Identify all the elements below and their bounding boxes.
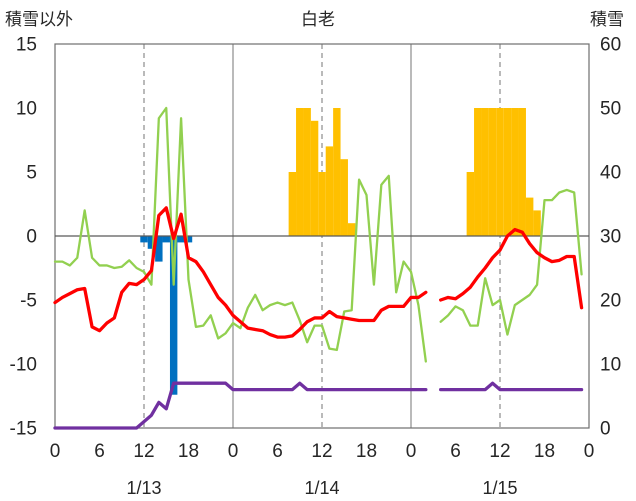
x-tick-label: 0 bbox=[50, 441, 61, 462]
red-series-line bbox=[53, 206, 584, 339]
date-label: 1/13 bbox=[126, 478, 161, 498]
x-tick-label: 0 bbox=[584, 441, 595, 462]
bar-s1-d1-h14 bbox=[333, 108, 341, 236]
left-axis-title: 積雪以外 bbox=[5, 10, 73, 29]
lines-layer bbox=[53, 106, 584, 430]
x-tick-label: 6 bbox=[94, 441, 105, 462]
right-tick-label: 0 bbox=[600, 419, 611, 440]
x-tick-label: 12 bbox=[489, 441, 510, 462]
bar-s0-d0-h12 bbox=[140, 236, 148, 243]
bar-s1-d1-h16 bbox=[347, 223, 356, 236]
bar-s1-d2-h12 bbox=[496, 108, 504, 236]
bar-s1-d2-h16 bbox=[525, 197, 534, 236]
left-tick-label: 10 bbox=[16, 99, 37, 120]
bars-layer bbox=[55, 108, 589, 395]
bar-s0-d0-h14 bbox=[155, 236, 163, 262]
right-tick-label: 60 bbox=[600, 35, 621, 56]
bar-s1-d1-h15 bbox=[340, 159, 348, 236]
left-tick-label: -5 bbox=[20, 291, 37, 312]
bar-s0-d0-h16 bbox=[169, 236, 178, 395]
right-tick-label: 40 bbox=[600, 163, 621, 184]
bar-s0-d0-h18 bbox=[184, 236, 193, 243]
x-tick-label: 0 bbox=[228, 441, 239, 462]
x-tick-label: 0 bbox=[406, 441, 417, 462]
green-series-line bbox=[53, 106, 583, 363]
bar-s1-d1-h11 bbox=[310, 120, 319, 236]
bar-s1-d2-h9 bbox=[474, 108, 482, 236]
left-tick-label: 15 bbox=[16, 35, 37, 56]
bar-s1-d1-h8 bbox=[288, 172, 297, 236]
left-tick-label: -15 bbox=[10, 419, 37, 440]
x-tick-label: 6 bbox=[272, 441, 283, 462]
bar-s0-d0-h15 bbox=[162, 236, 170, 243]
bar-s1-d1-h9 bbox=[296, 108, 304, 236]
x-tick-label: 6 bbox=[450, 441, 461, 462]
bar-s1-d2-h17 bbox=[533, 210, 541, 236]
x-tick-label: 18 bbox=[356, 441, 377, 462]
bar-s1-d2-h10 bbox=[481, 108, 489, 236]
x-tick-label: 18 bbox=[534, 441, 555, 462]
bar-s1-d2-h15 bbox=[518, 108, 526, 236]
bar-s1-d1-h13 bbox=[325, 146, 334, 236]
left-tick-label: 0 bbox=[26, 227, 37, 248]
left-tick-label: -10 bbox=[10, 355, 37, 376]
bar-s1-d1-h12 bbox=[318, 172, 326, 236]
purple-series-line bbox=[53, 381, 584, 430]
bar-s1-d2-h13 bbox=[503, 108, 512, 236]
x-tick-label: 18 bbox=[178, 441, 199, 462]
right-tick-label: 20 bbox=[600, 291, 621, 312]
x-tick-label: 12 bbox=[133, 441, 154, 462]
bar-s1-d2-h11 bbox=[488, 108, 497, 236]
date-label: 1/15 bbox=[482, 478, 517, 498]
right-tick-label: 10 bbox=[600, 355, 621, 376]
x-tick-label: 12 bbox=[311, 441, 332, 462]
right-tick-label: 30 bbox=[600, 227, 621, 248]
bar-s0-d0-h17 bbox=[177, 236, 185, 243]
bar-s1-d1-h10 bbox=[303, 108, 311, 236]
left-tick-label: 5 bbox=[26, 163, 37, 184]
bar-s1-d2-h14 bbox=[511, 108, 519, 236]
date-label: 1/14 bbox=[304, 478, 339, 498]
chart-title: 白老 bbox=[301, 10, 335, 29]
bar-s0-d0-h13 bbox=[147, 236, 156, 249]
right-axis-title: 積雪 bbox=[590, 10, 624, 29]
bar-s1-d2-h8 bbox=[466, 172, 475, 236]
right-tick-label: 50 bbox=[600, 99, 621, 120]
